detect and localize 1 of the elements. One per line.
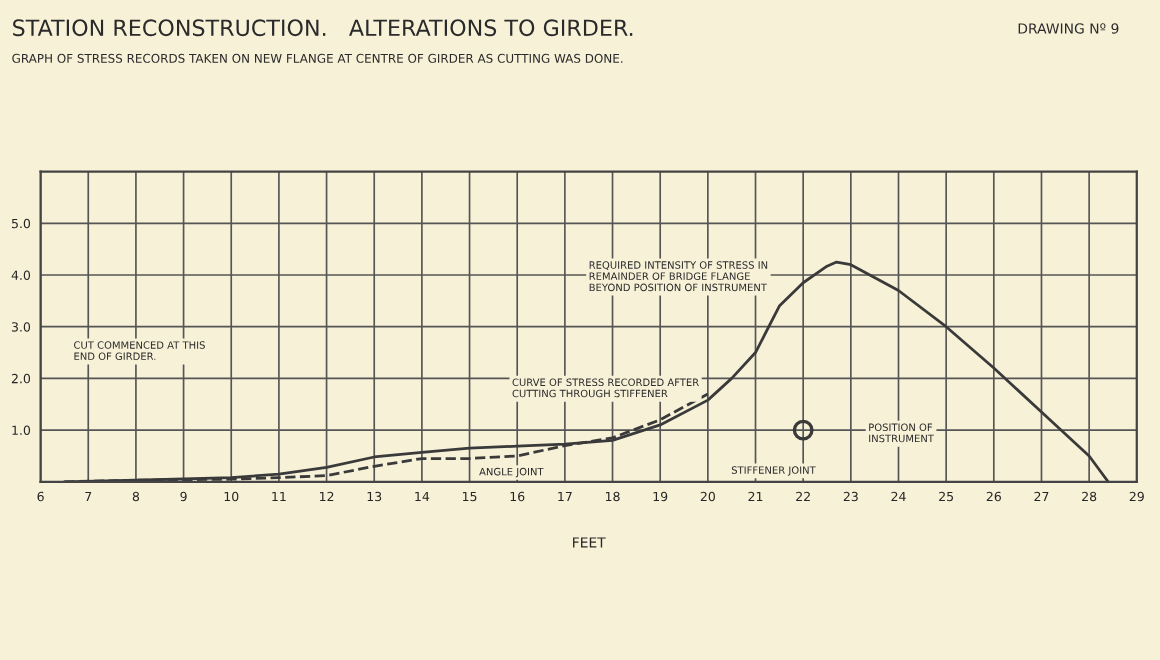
chart-title: STATION RECONSTRUCTION. ALTERATIONS TO GIRDER. [13, 19, 633, 37]
